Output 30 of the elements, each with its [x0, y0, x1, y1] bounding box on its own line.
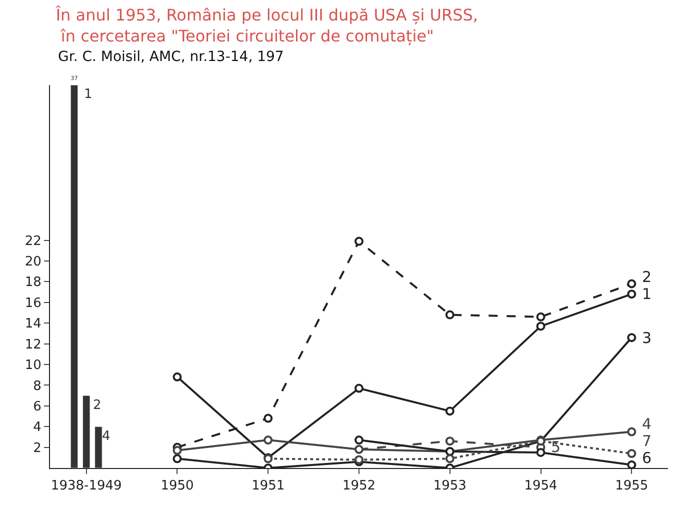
x-tick-label: 1951 [252, 478, 285, 494]
series-label: 1 [642, 285, 652, 303]
y-tick-label: 4 [33, 420, 42, 436]
series-label: 5 [551, 438, 561, 456]
series-label: 1 [84, 87, 92, 102]
y-tick-label: 6 [33, 399, 42, 414]
x-tick-label: 1938-1949 [50, 478, 122, 494]
y-tick-label: 14 [24, 316, 42, 332]
series-label: 2 [642, 268, 652, 286]
y-tick-label: 20 [24, 254, 42, 270]
x-tick-label: 1950 [160, 478, 194, 494]
y-tick-label: 10 [24, 358, 42, 374]
x-tick-label: 1954 [524, 478, 558, 494]
y-tick-label: 16 [24, 296, 42, 311]
series-label: 3 [642, 329, 652, 347]
x-tick-label: 1955 [615, 478, 648, 494]
y-tick-label: 2 [33, 440, 42, 456]
series-label: 4 [102, 429, 110, 444]
series-label: 6 [642, 449, 652, 467]
series-label: 7 [642, 432, 652, 450]
chart-title: În anul 1953, România pe locul III după USA și URSS, în cercetarea "Teoriei circuitelor de comutație" [54, 6, 478, 46]
y-tick-label: 12 [24, 337, 42, 352]
series-label: 4 [642, 415, 652, 433]
y-tick-label: 18 [24, 275, 42, 290]
series-label: 2 [93, 398, 102, 413]
text: Gr. C. Moisil, AMC, nr.13-14, 197 [58, 49, 284, 65]
x-tick-label: 1953 [433, 478, 466, 494]
x-tick-label: 1952 [342, 478, 376, 494]
y-tick-label: 8 [33, 378, 42, 394]
y-tick-label: 22 [24, 234, 42, 249]
